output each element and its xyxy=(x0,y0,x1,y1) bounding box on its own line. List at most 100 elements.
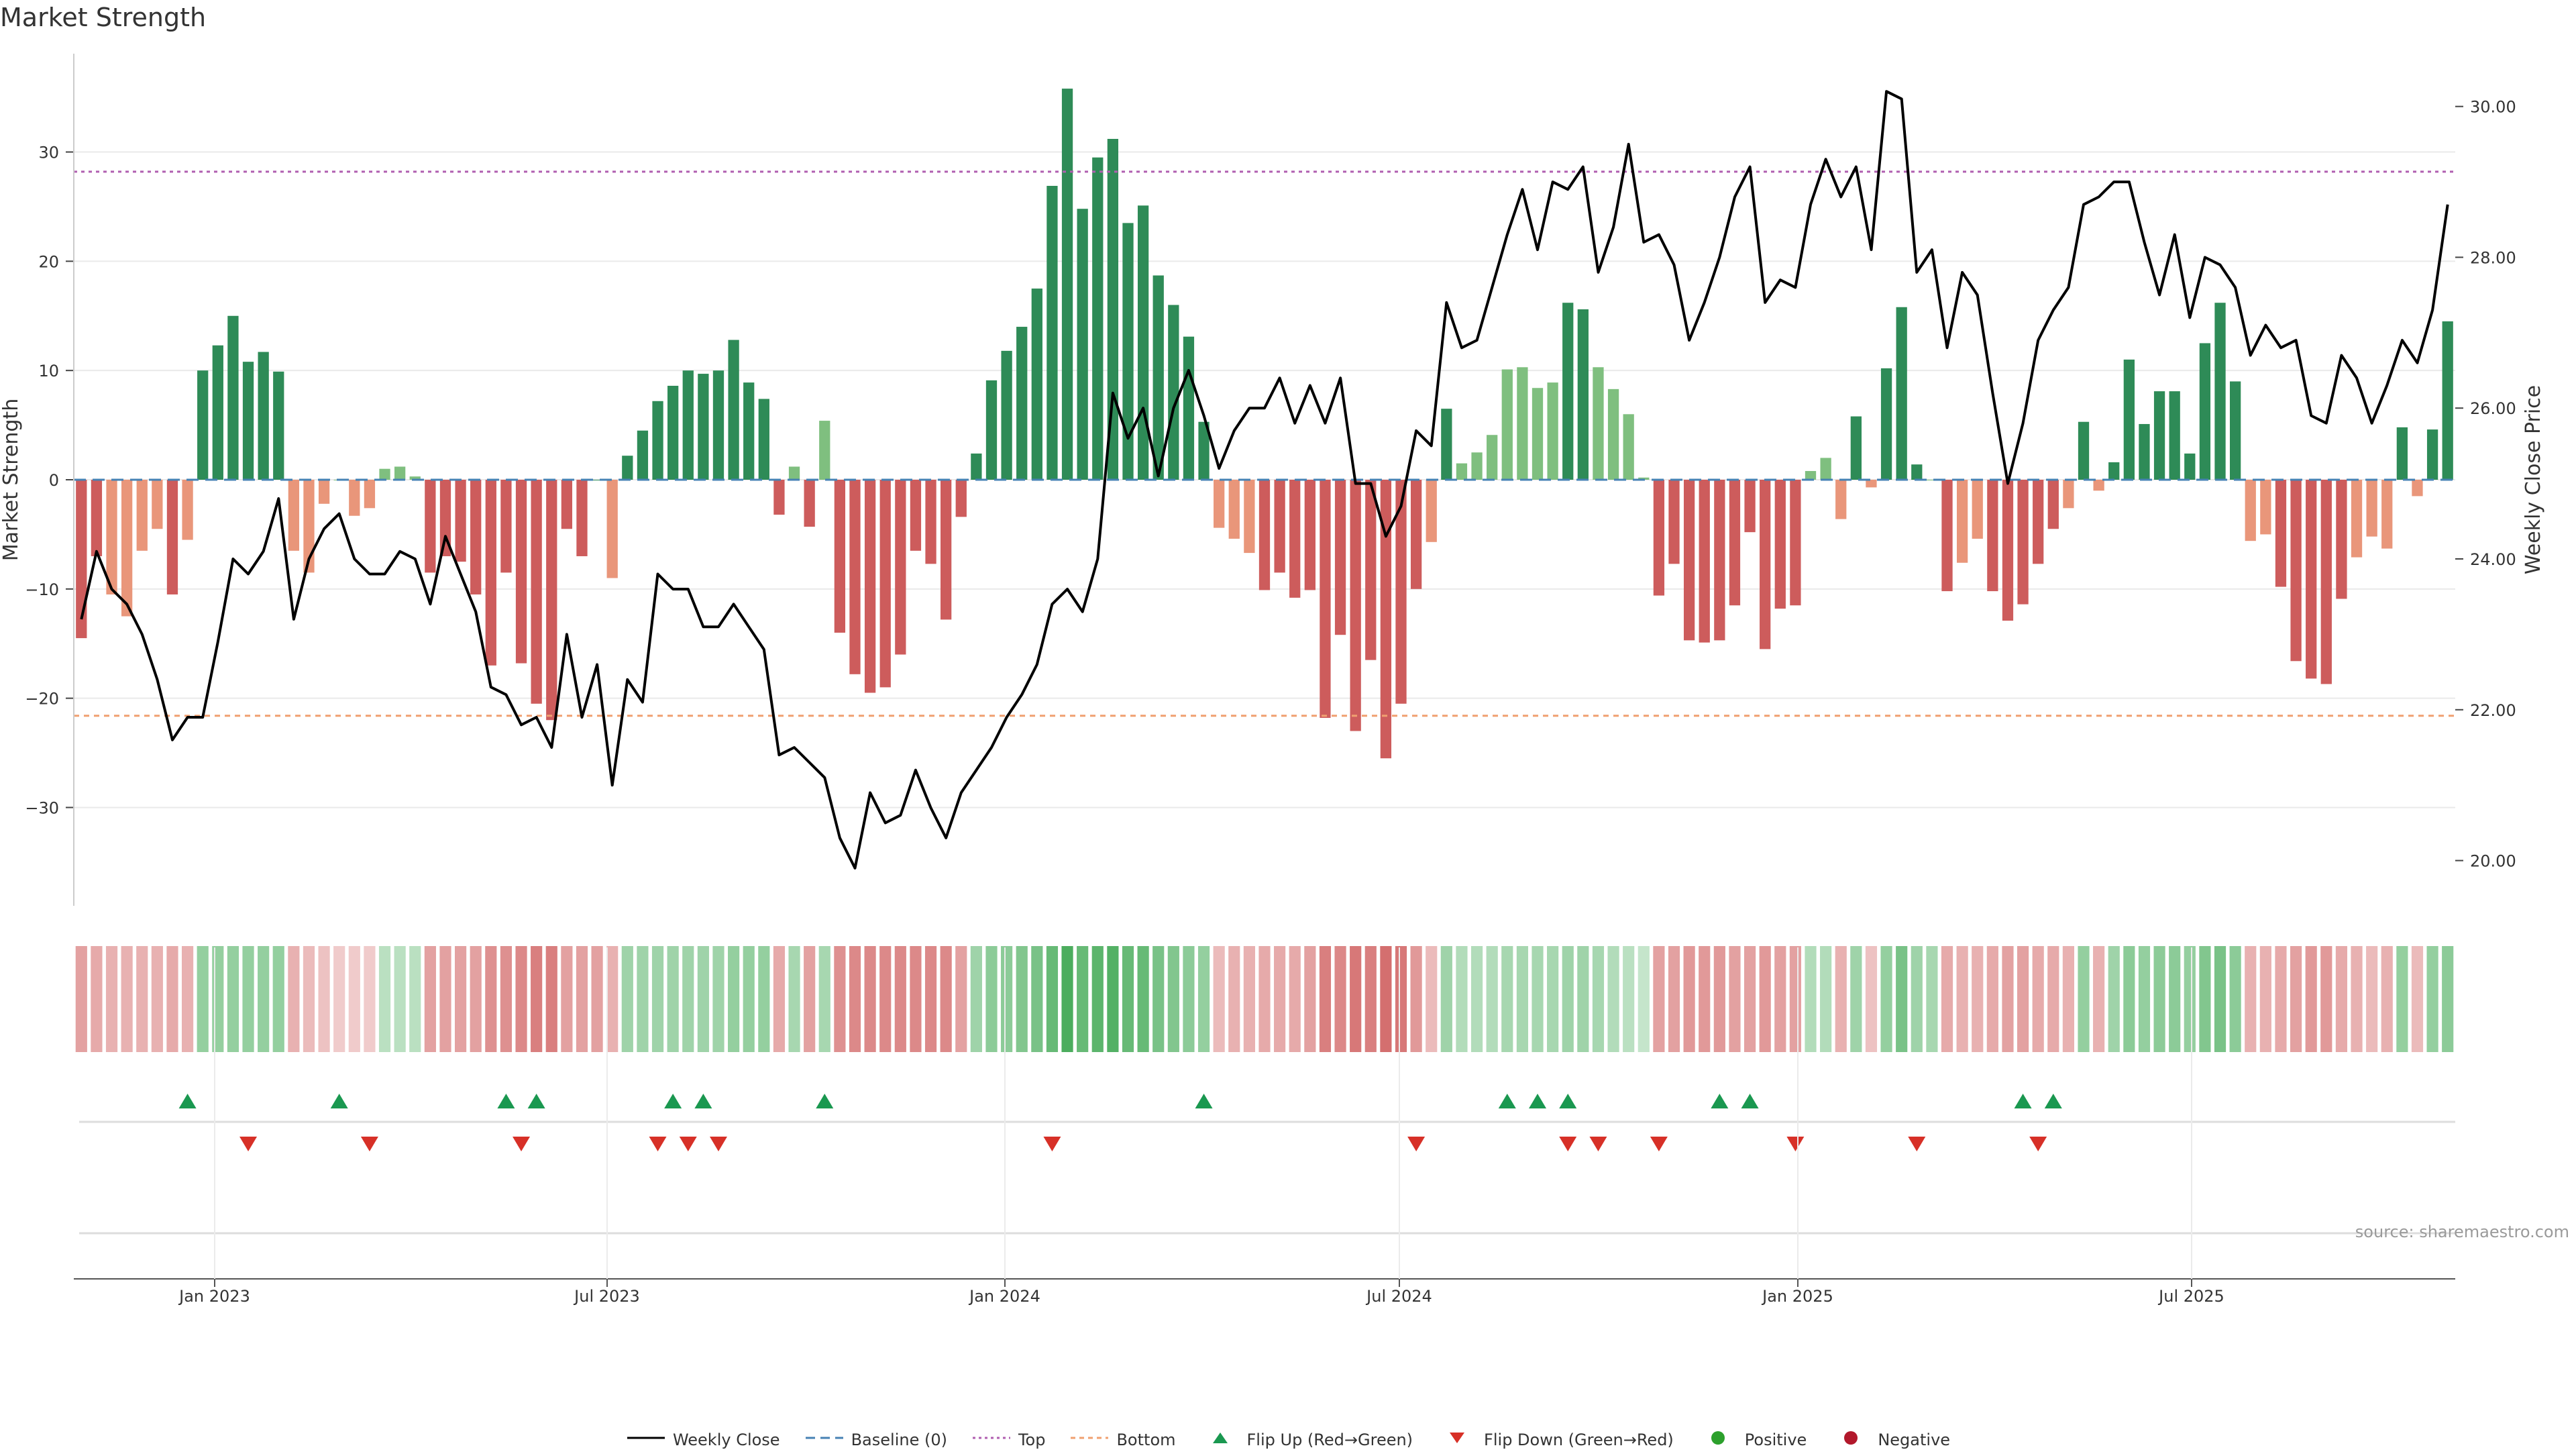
legend-symbol xyxy=(971,1430,1012,1450)
intensity-cell xyxy=(288,946,300,1052)
intensity-cell xyxy=(712,946,724,1052)
intensity-cell xyxy=(1850,946,1862,1052)
strength-bar xyxy=(2214,303,2226,480)
intensity-cell xyxy=(136,946,148,1052)
strength-bar xyxy=(1653,480,1665,596)
strength-bar xyxy=(1168,305,1179,480)
intensity-cell xyxy=(258,946,270,1052)
flip-markers xyxy=(79,1094,2455,1235)
flip-up-marker xyxy=(497,1094,515,1108)
strength-bar xyxy=(303,480,315,573)
intensity-cell xyxy=(1729,946,1741,1052)
strength-bar xyxy=(2442,321,2453,480)
intensity-cell xyxy=(1258,946,1271,1052)
strength-bar xyxy=(379,468,390,480)
flip-up-marker xyxy=(1741,1094,1759,1108)
strength-bar xyxy=(2351,480,2363,558)
intensity-cell xyxy=(1501,946,1513,1052)
strength-bar xyxy=(273,371,284,480)
flip-down-marker xyxy=(239,1137,258,1151)
strength-bar xyxy=(1471,452,1483,480)
intensity-cell xyxy=(1516,946,1528,1052)
intensity-cell xyxy=(91,946,103,1052)
intensity-cell xyxy=(1668,946,1680,1052)
strength-bar xyxy=(910,480,922,551)
strength-bar xyxy=(1016,327,1028,480)
intensity-cell xyxy=(788,946,800,1052)
strength-bar xyxy=(1487,435,1498,480)
strength-bar xyxy=(425,480,436,573)
intensity-cell xyxy=(531,946,543,1052)
intensity-cell xyxy=(318,946,330,1052)
legend-label: Negative xyxy=(1878,1431,1951,1449)
intensity-cell xyxy=(894,946,906,1052)
strength-bar xyxy=(515,480,527,664)
intensity-cell xyxy=(545,946,557,1052)
intensity-cell xyxy=(773,946,786,1052)
intensity-cell xyxy=(985,946,998,1052)
intensity-cell xyxy=(1743,946,1756,1052)
strength-bar xyxy=(2123,359,2135,480)
strength-bar xyxy=(2229,381,2241,480)
strength-bar xyxy=(1744,480,1756,533)
strength-bar xyxy=(773,480,785,515)
flip-up-marker xyxy=(1711,1094,1729,1108)
intensity-cell xyxy=(1941,946,1953,1052)
intensity-cell xyxy=(197,946,209,1052)
intensity-cell xyxy=(500,946,513,1052)
intensity-cell xyxy=(485,946,497,1052)
legend-item: Negative xyxy=(1831,1430,1950,1450)
flip-down-marker xyxy=(1650,1137,1668,1151)
intensity-cell xyxy=(2123,946,2135,1052)
intensity-cell xyxy=(2245,946,2257,1052)
flip-down-marker xyxy=(513,1137,531,1151)
intensity-cell xyxy=(1653,946,1665,1052)
y2-tick-label: 20.00 xyxy=(2470,852,2516,871)
intensity-cell xyxy=(1789,946,1801,1052)
y-tick-label: −20 xyxy=(25,690,59,709)
legend-item: Baseline (0) xyxy=(804,1430,947,1450)
flip-up-marker xyxy=(2014,1094,2032,1108)
intensity-cell xyxy=(1896,946,1908,1052)
strength-bar xyxy=(1380,480,1392,759)
legend-label: Positive xyxy=(1744,1431,1807,1449)
strength-bar xyxy=(1214,480,1225,528)
intensity-cell xyxy=(637,946,649,1052)
strength-bar xyxy=(1426,480,1437,542)
intensity-cell xyxy=(2305,946,2317,1052)
strength-bar xyxy=(971,453,982,480)
strength-bar xyxy=(1714,480,1725,641)
strength-bar xyxy=(394,466,406,480)
flip-down-marker xyxy=(1589,1137,1607,1151)
strength-bar xyxy=(91,480,103,556)
intensity-cell xyxy=(1197,946,1210,1052)
intensity-cell xyxy=(303,946,315,1052)
intensity-cell xyxy=(2290,946,2302,1052)
intensity-cell xyxy=(1213,946,1225,1052)
intensity-cell xyxy=(758,946,770,1052)
strength-bar xyxy=(2169,391,2180,480)
strength-bar xyxy=(349,480,360,516)
intensity-cell xyxy=(1865,946,1878,1052)
intensity-cell xyxy=(1152,946,1165,1052)
strength-bar xyxy=(1077,209,1088,480)
strength-bar xyxy=(1122,223,1134,480)
strength-bar xyxy=(1729,480,1741,606)
strength-bar xyxy=(1623,414,1634,480)
intensity-cell xyxy=(1061,946,1073,1052)
strength-bar xyxy=(622,456,633,480)
y2-axis-title: Weekly Close Price xyxy=(2522,385,2545,574)
intensity-cell xyxy=(1956,946,1968,1052)
strength-bar xyxy=(712,370,724,480)
intensity-cell xyxy=(606,946,619,1052)
strength-bar xyxy=(500,480,512,573)
strength-bar xyxy=(212,345,223,480)
intensity-cell xyxy=(2320,946,2332,1052)
y2-tick-label: 30.00 xyxy=(2470,98,2516,117)
strength-bar xyxy=(439,480,451,556)
intensity-cell xyxy=(272,946,284,1052)
intensity-cell xyxy=(1774,946,1786,1052)
strength-bar xyxy=(758,399,769,480)
strength-bar xyxy=(606,480,618,578)
strength-bar xyxy=(485,480,496,666)
